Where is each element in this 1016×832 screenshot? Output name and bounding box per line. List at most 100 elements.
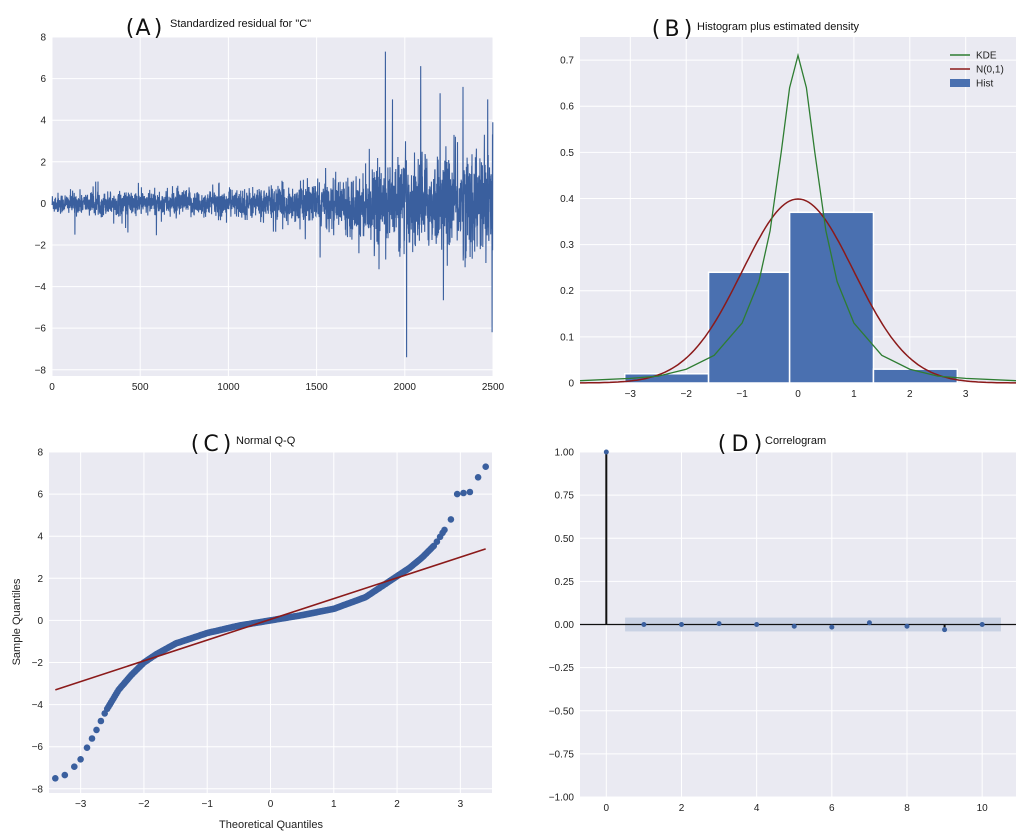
x-tick-label-d: 10 bbox=[977, 803, 989, 814]
panel-label-c: C bbox=[203, 432, 218, 457]
x-tick-label-b: 2 bbox=[907, 389, 913, 400]
y-tick-label-d: 0.75 bbox=[555, 491, 575, 502]
series-a-marks bbox=[51, 51, 494, 358]
panel-d-correlogram: 0 2 4 6 8 10 −1.00 −0.75 −0.50 −0.25 0.00 0.25 0.50 0… bbox=[549, 432, 1016, 814]
panel-label-b: B bbox=[664, 17, 679, 42]
qq-outlier-point bbox=[453, 490, 461, 498]
bracket-left-d: ( bbox=[718, 432, 727, 457]
ticks-a: 0 500 1000 1500 2000 2500 −8 −6 −4 −2 0 2 4 6 8 bbox=[35, 33, 505, 394]
panel-c-qq-plot: −3 −2 −1 0 1 2 3 −8 −6 −4 −2 0 2 4 6 8 ( C ) Normal Q-Q… bbox=[11, 432, 492, 831]
y-tick-label-d: 0.25 bbox=[555, 577, 575, 588]
bracket-right-d: ) bbox=[754, 432, 763, 457]
qq-outlier-point bbox=[447, 516, 455, 523]
y-tick-label-c: 4 bbox=[37, 532, 43, 543]
legend-swatch-hist bbox=[950, 79, 970, 87]
qq-point bbox=[83, 744, 91, 751]
x-tick-label-d: 8 bbox=[904, 803, 910, 814]
x-tick-label-c: −1 bbox=[202, 799, 214, 810]
panel-label-d: D bbox=[732, 432, 749, 457]
acf-point bbox=[829, 624, 835, 630]
ticks-c: −3 −2 −1 0 1 2 3 −8 −6 −4 −2 0 2 4 6 8 bbox=[32, 448, 464, 811]
qq-point bbox=[77, 756, 84, 763]
y-tick-label-d: −1.00 bbox=[549, 793, 575, 804]
y-tick-label-b: 0.5 bbox=[560, 148, 574, 159]
qq-point bbox=[52, 775, 59, 782]
y-tick-label-a: 6 bbox=[40, 74, 46, 85]
bracket-right-b: ) bbox=[684, 17, 693, 42]
bracket-left-a: ( bbox=[126, 16, 135, 41]
legend-b: KDE N(0,1) Hist bbox=[950, 51, 1004, 90]
y-tick-label-b: 0.7 bbox=[560, 56, 574, 67]
x-axis-label-c: Theoretical Quantiles bbox=[219, 819, 323, 831]
y-tick-label-c: −6 bbox=[32, 742, 44, 753]
qq-reference-line bbox=[55, 548, 486, 691]
legend-label: Hist bbox=[976, 79, 993, 90]
y-tick-label-c: 2 bbox=[37, 574, 43, 585]
x-tick-label-d: 6 bbox=[829, 803, 835, 814]
x-tick-label-b: 3 bbox=[963, 389, 969, 400]
x-tick-label-b: 1 bbox=[851, 389, 857, 400]
series-d-marks bbox=[580, 449, 1016, 633]
histogram-bar bbox=[788, 211, 875, 384]
x-tick-label-c: 2 bbox=[394, 799, 400, 810]
y-tick-label-a: 8 bbox=[40, 33, 46, 44]
qq-point bbox=[93, 726, 100, 734]
y-tick-label-b: 0.6 bbox=[560, 102, 574, 113]
acf-point bbox=[942, 627, 948, 633]
chart-title-d: Correlogram bbox=[765, 435, 826, 447]
x-tick-label-c: −3 bbox=[75, 799, 87, 810]
qq-point bbox=[71, 763, 78, 770]
chart-title-c: Normal Q-Q bbox=[236, 435, 296, 447]
y-tick-label-d: 0.50 bbox=[555, 534, 575, 545]
y-tick-label-b: 0.3 bbox=[560, 240, 574, 251]
y-tick-label-b: 0.2 bbox=[560, 286, 574, 297]
x-tick-label-b: −1 bbox=[736, 389, 748, 400]
x-tick-label-b: −2 bbox=[681, 389, 693, 400]
grid-c bbox=[49, 451, 492, 793]
ticks-d: 0 2 4 6 8 10 −1.00 −0.75 −0.50 −0.25 0.00 0.25 0.50 0… bbox=[549, 448, 988, 815]
bracket-left-b: ( bbox=[652, 17, 661, 42]
y-tick-label-a: −6 bbox=[35, 324, 47, 335]
x-tick-label-c: −2 bbox=[138, 799, 150, 810]
qq-point bbox=[61, 771, 69, 779]
acf-point bbox=[791, 623, 797, 629]
acf-point bbox=[678, 622, 684, 627]
histogram-bar bbox=[707, 271, 791, 384]
series-c-marks bbox=[52, 463, 490, 782]
x-tick-label-d: 0 bbox=[604, 803, 610, 814]
bracket-right-a: ) bbox=[154, 16, 163, 41]
x-tick-label-d: 2 bbox=[679, 803, 685, 814]
qq-outlier-point bbox=[466, 488, 474, 496]
x-tick-label-d: 4 bbox=[754, 803, 760, 814]
series-b-marks bbox=[579, 52, 1016, 384]
x-tick-label-c: 3 bbox=[458, 799, 464, 810]
x-tick-label-a: 2000 bbox=[394, 382, 417, 393]
histogram-bar bbox=[872, 368, 959, 384]
x-tick-label-b: 0 bbox=[795, 389, 801, 400]
y-tick-label-a: 4 bbox=[40, 116, 46, 127]
acf-point bbox=[904, 623, 910, 629]
y-tick-label-c: −4 bbox=[32, 700, 44, 711]
chart-title-b: Histogram plus estimated density bbox=[697, 21, 860, 33]
y-tick-label-d: 0.00 bbox=[555, 620, 575, 631]
legend-label: KDE bbox=[976, 51, 997, 62]
acf-point bbox=[754, 622, 760, 627]
x-tick-label-c: 0 bbox=[268, 799, 274, 810]
bracket-left-c: ( bbox=[191, 432, 200, 457]
kde-density-line bbox=[579, 52, 1016, 382]
panel-b-histogram: −3 −2 −1 0 1 2 3 0 0.1 0.2 0.3 0.4 0.5 0.6 0.7 KDE N(0,… bbox=[560, 17, 1016, 400]
acf-point bbox=[716, 621, 722, 627]
bracket-right-c: ) bbox=[223, 432, 232, 457]
y-tick-label-d: 1.00 bbox=[555, 448, 575, 459]
chart-title-a: Standardized residual for "C" bbox=[170, 18, 311, 30]
y-tick-label-d: −0.25 bbox=[549, 663, 575, 674]
x-tick-label-c: 1 bbox=[331, 799, 337, 810]
x-tick-label-a: 2500 bbox=[482, 382, 505, 393]
panel-label-a: A bbox=[135, 16, 150, 41]
y-tick-label-c: 6 bbox=[37, 490, 43, 501]
acf-point bbox=[641, 622, 647, 627]
y-tick-label-a: 2 bbox=[40, 157, 46, 168]
y-tick-label-b: 0.1 bbox=[560, 332, 574, 343]
y-tick-label-a: −2 bbox=[35, 240, 47, 251]
qq-outlier-point bbox=[460, 489, 467, 497]
